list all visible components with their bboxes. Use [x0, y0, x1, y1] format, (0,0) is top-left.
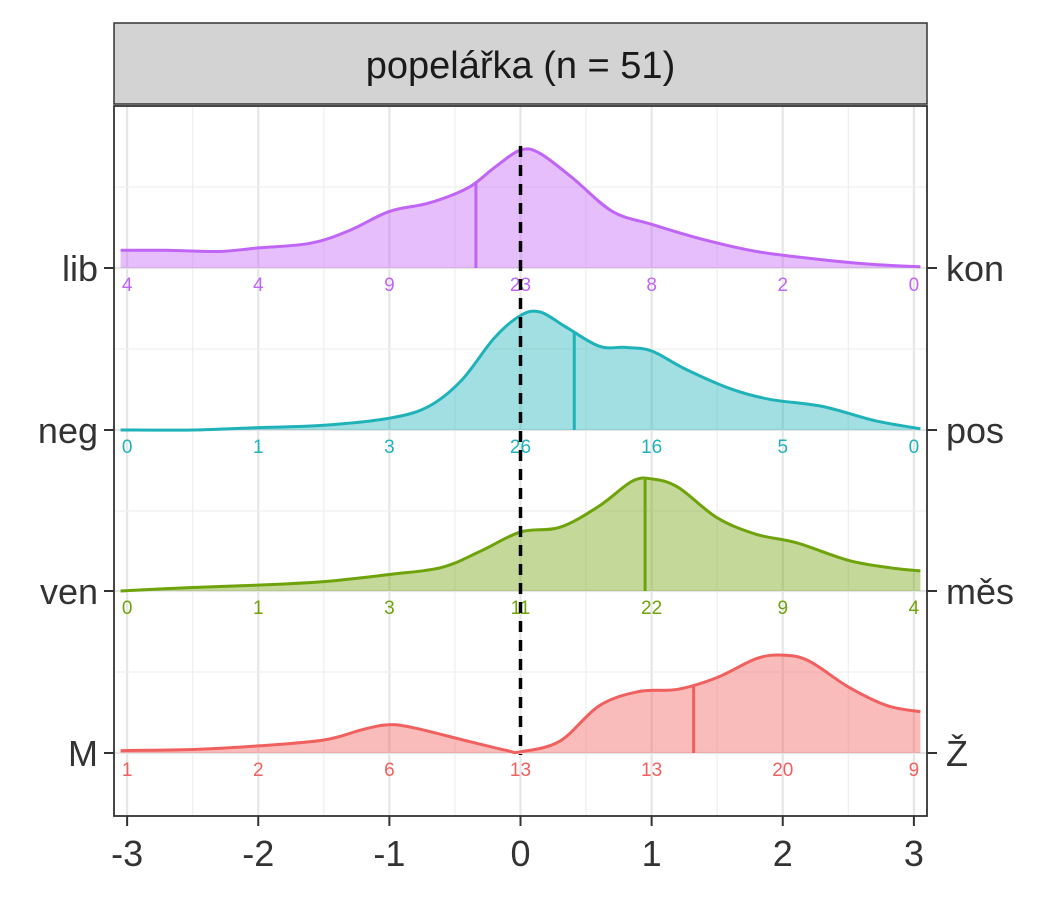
ridge-neg-pos: 0 1 3 26 16 5 0 [120, 309, 921, 458]
axes-layer: -3 -2 -1 0 1 2 3 lib kon neg pos ven měs M Ž [38, 248, 1014, 874]
x-tick-label: -2 [242, 833, 274, 874]
count-label: 2 [777, 275, 788, 296]
facet-strip: popelářka (n = 51) [113, 22, 928, 105]
density-line [120, 653, 921, 755]
y-left-label: ven [40, 571, 98, 612]
density-line [120, 476, 921, 593]
count-label: 4 [909, 598, 920, 619]
count-label: 6 [384, 760, 395, 781]
count-label: 16 [641, 437, 662, 458]
density-area [120, 654, 921, 753]
y-right-label: Ž [946, 733, 968, 774]
x-tick-label: 3 [904, 833, 924, 874]
count-label: 26 [510, 437, 531, 458]
count-label: 8 [646, 275, 657, 296]
count-label: 13 [510, 760, 531, 781]
x-tick-label: 2 [773, 833, 793, 874]
count-label: 4 [122, 275, 133, 296]
y-left-label: lib [62, 248, 98, 289]
count-label: 20 [772, 760, 793, 781]
count-label: 1 [253, 437, 264, 458]
count-label: 2 [253, 760, 264, 781]
y-left-label: M [68, 733, 98, 774]
count-label: 3 [384, 437, 395, 458]
count-label: 0 [122, 598, 133, 619]
count-label: 9 [909, 760, 920, 781]
count-label: 1 [122, 760, 133, 781]
count-label: 1 [253, 598, 264, 619]
count-label: 9 [384, 275, 395, 296]
facet-strip-background [113, 22, 928, 105]
ridge-M-Ž: 1 2 6 13 13 20 9 [120, 653, 921, 781]
y-right-label: kon [946, 248, 1004, 289]
count-label: 0 [909, 275, 920, 296]
y-left-label: neg [38, 410, 98, 451]
x-tick-label: 0 [510, 833, 530, 874]
density-line [120, 309, 921, 432]
density-area [120, 311, 921, 431]
count-label: 9 [777, 598, 788, 619]
x-tick-label: -1 [373, 833, 405, 874]
count-label: 0 [909, 437, 920, 458]
count-label: 3 [384, 598, 395, 619]
count-label: 0 [122, 437, 133, 458]
facet-strip-title: popelářka (n = 51) [366, 45, 675, 87]
count-label: 13 [641, 760, 662, 781]
x-tick-label: -3 [111, 833, 143, 874]
y-right-label: pos [946, 410, 1004, 451]
count-label: 4 [253, 275, 264, 296]
y-right-label: měs [946, 571, 1014, 612]
count-label: 22 [641, 598, 662, 619]
x-tick-label: 1 [642, 833, 662, 874]
count-label: 5 [777, 437, 788, 458]
density-line [120, 147, 921, 269]
